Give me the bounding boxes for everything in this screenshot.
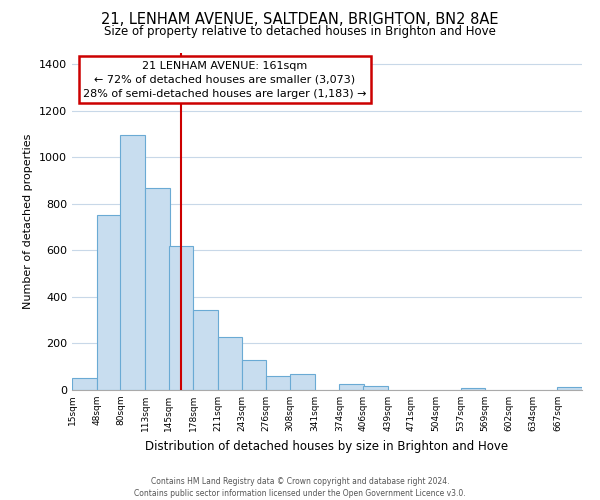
Bar: [266, 376, 291, 390]
Bar: [121, 135, 145, 390]
Text: 21 LENHAM AVENUE: 161sqm
← 72% of detached houses are smaller (3,073)
28% of sem: 21 LENHAM AVENUE: 161sqm ← 72% of detach…: [83, 61, 367, 99]
Text: 21, LENHAM AVENUE, SALTDEAN, BRIGHTON, BN2 8AE: 21, LENHAM AVENUE, SALTDEAN, BRIGHTON, B…: [101, 12, 499, 28]
X-axis label: Distribution of detached houses by size in Brighton and Hove: Distribution of detached houses by size …: [145, 440, 509, 452]
Bar: [461, 388, 485, 390]
Bar: [193, 310, 218, 390]
Bar: [290, 374, 315, 390]
Bar: [97, 216, 121, 390]
Bar: [557, 386, 582, 390]
Bar: [169, 246, 193, 390]
Bar: [363, 386, 388, 390]
Y-axis label: Number of detached properties: Number of detached properties: [23, 134, 34, 309]
Bar: [72, 378, 97, 390]
Bar: [145, 188, 170, 390]
Bar: [218, 337, 242, 390]
Bar: [339, 384, 364, 390]
Text: Contains HM Land Registry data © Crown copyright and database right 2024.
Contai: Contains HM Land Registry data © Crown c…: [134, 476, 466, 498]
Bar: [242, 360, 266, 390]
Text: Size of property relative to detached houses in Brighton and Hove: Size of property relative to detached ho…: [104, 25, 496, 38]
